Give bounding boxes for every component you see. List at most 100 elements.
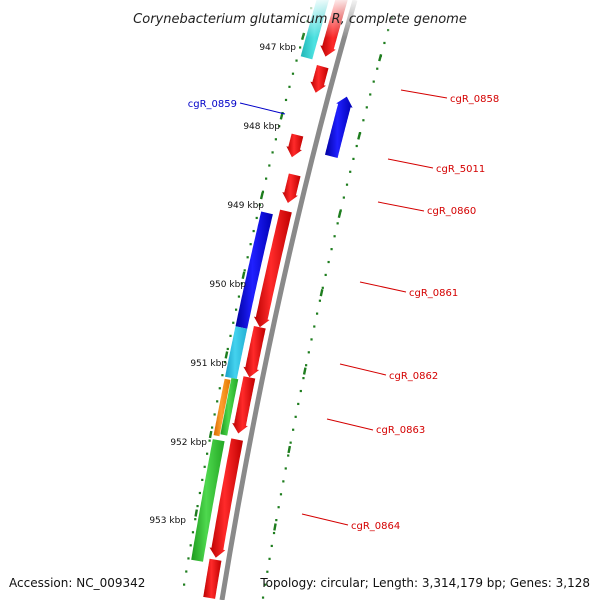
scale-dot (203, 465, 206, 468)
scale-dot (288, 85, 291, 88)
gene-cgR_0863-b (220, 378, 239, 436)
scale-dot (383, 41, 386, 45)
scale-dot (342, 196, 345, 199)
scale-dot (261, 596, 265, 599)
leader-cgR_0860 (377, 201, 425, 212)
scale-dot (243, 269, 246, 272)
scale-dot (268, 557, 271, 560)
scale-dot (210, 426, 214, 429)
scale-dot (240, 282, 243, 285)
kbp-label-953: 953 kbp (149, 516, 186, 526)
scale-dot (246, 256, 249, 259)
scale-dot (282, 480, 285, 483)
gene-cgR_0862-a (243, 326, 266, 378)
scale-dot (369, 93, 372, 96)
scale-dot (289, 441, 292, 444)
scale-dot (292, 428, 295, 431)
gene-layer (191, 0, 353, 599)
scale-dot (191, 531, 195, 534)
leader-layer (239, 89, 448, 526)
scale-dot (226, 347, 229, 351)
scale-dot (272, 531, 276, 535)
scale-dot (270, 544, 273, 548)
scale-dot (313, 325, 316, 328)
scale-dot (277, 506, 280, 509)
scale-dot (349, 170, 352, 173)
leader-cgR_0859 (239, 102, 286, 115)
scale-tick (259, 191, 264, 200)
gene-label-cgR_0861[interactable]: cgR_0861 (409, 288, 458, 299)
scale-tick (224, 351, 229, 359)
genome-title: Corynebacterium glutamicum R, complete g… (133, 12, 467, 27)
scale-dot (265, 177, 268, 180)
scale-dot (345, 183, 349, 186)
scale-dot (268, 164, 271, 167)
scale-tick (241, 271, 246, 279)
scale-layer (183, 7, 393, 599)
gene-label-cgR_0862[interactable]: cgR_0862 (389, 371, 438, 382)
accession-text: Accession: NC_009342 (9, 576, 145, 590)
gene-label-cgR_0858[interactable]: cgR_0858 (450, 94, 499, 105)
scale-dot (352, 157, 355, 161)
gene-cgR_0864-b (191, 439, 225, 562)
kbp-label-952: 952 kbp (170, 438, 207, 448)
leader-cgR_0862 (339, 363, 387, 376)
scale-dot (355, 144, 358, 148)
scale-dot (252, 229, 255, 233)
scale-dot (327, 260, 330, 264)
gene-label-cgR_5011[interactable]: cgR_5011 (436, 164, 485, 175)
gene-label-cgR_0860[interactable]: cgR_0860 (427, 206, 476, 217)
scale-tick (194, 509, 198, 517)
scale-dot (206, 452, 209, 455)
title-fade (300, 0, 430, 38)
scale-dot (310, 338, 313, 341)
scale-dot (297, 402, 300, 406)
gene-cgR_0863-a (232, 376, 256, 434)
scale-dot (284, 467, 287, 470)
scale-dot (264, 583, 267, 586)
gene-cgR_0862-b (225, 326, 248, 379)
scale-dot (318, 299, 322, 302)
gene-label-cgR_0863[interactable]: cgR_0863 (376, 425, 425, 436)
scale-dot (362, 119, 365, 122)
scale-tick (273, 523, 277, 531)
kbp-label-948: 948 kbp (243, 122, 280, 132)
gene-cgR_5011 (286, 133, 304, 158)
scale-dot (255, 216, 258, 220)
scale-dot (229, 334, 232, 337)
scale-dot (237, 295, 241, 298)
gene-cgR_0859 (325, 96, 353, 158)
scale-dot (187, 557, 190, 560)
scale-dot (213, 413, 216, 416)
scale-dot (336, 222, 339, 225)
genome-summary-text: Topology: circular; Length: 3,314,179 bp… (259, 576, 590, 590)
scale-tick (302, 367, 307, 375)
kbp-label-950: 950 kbp (209, 280, 246, 290)
leader-cgR_0858 (400, 89, 448, 99)
scale-dot (278, 125, 281, 128)
scale-tick (319, 289, 324, 297)
scale-dot (183, 583, 186, 586)
scale-dot (218, 387, 221, 390)
scale-dot (261, 190, 265, 193)
scale-dot (339, 209, 342, 212)
scale-dot (185, 570, 188, 573)
scale-dot (305, 364, 308, 367)
scale-dot (232, 321, 235, 324)
scale-dot (321, 286, 324, 289)
scale-dot (295, 59, 298, 62)
gene-cgR_0858-tail (310, 65, 329, 93)
scale-dot (258, 203, 261, 206)
scale-dot (376, 67, 379, 70)
kbp-label-951: 951 kbp (190, 359, 227, 369)
scale-dot (284, 98, 288, 102)
gene-cgR_0861-a (253, 209, 292, 328)
scale-dot (221, 374, 224, 377)
gene-label-cgR_0864[interactable]: cgR_0864 (351, 521, 400, 532)
scale-dot (249, 243, 252, 246)
scale-dot (372, 80, 375, 83)
scale-dot (302, 377, 305, 380)
scale-dot (299, 389, 302, 393)
scale-tick (378, 54, 383, 62)
gene-label-cgR_0859[interactable]: cgR_0859 (188, 99, 237, 110)
